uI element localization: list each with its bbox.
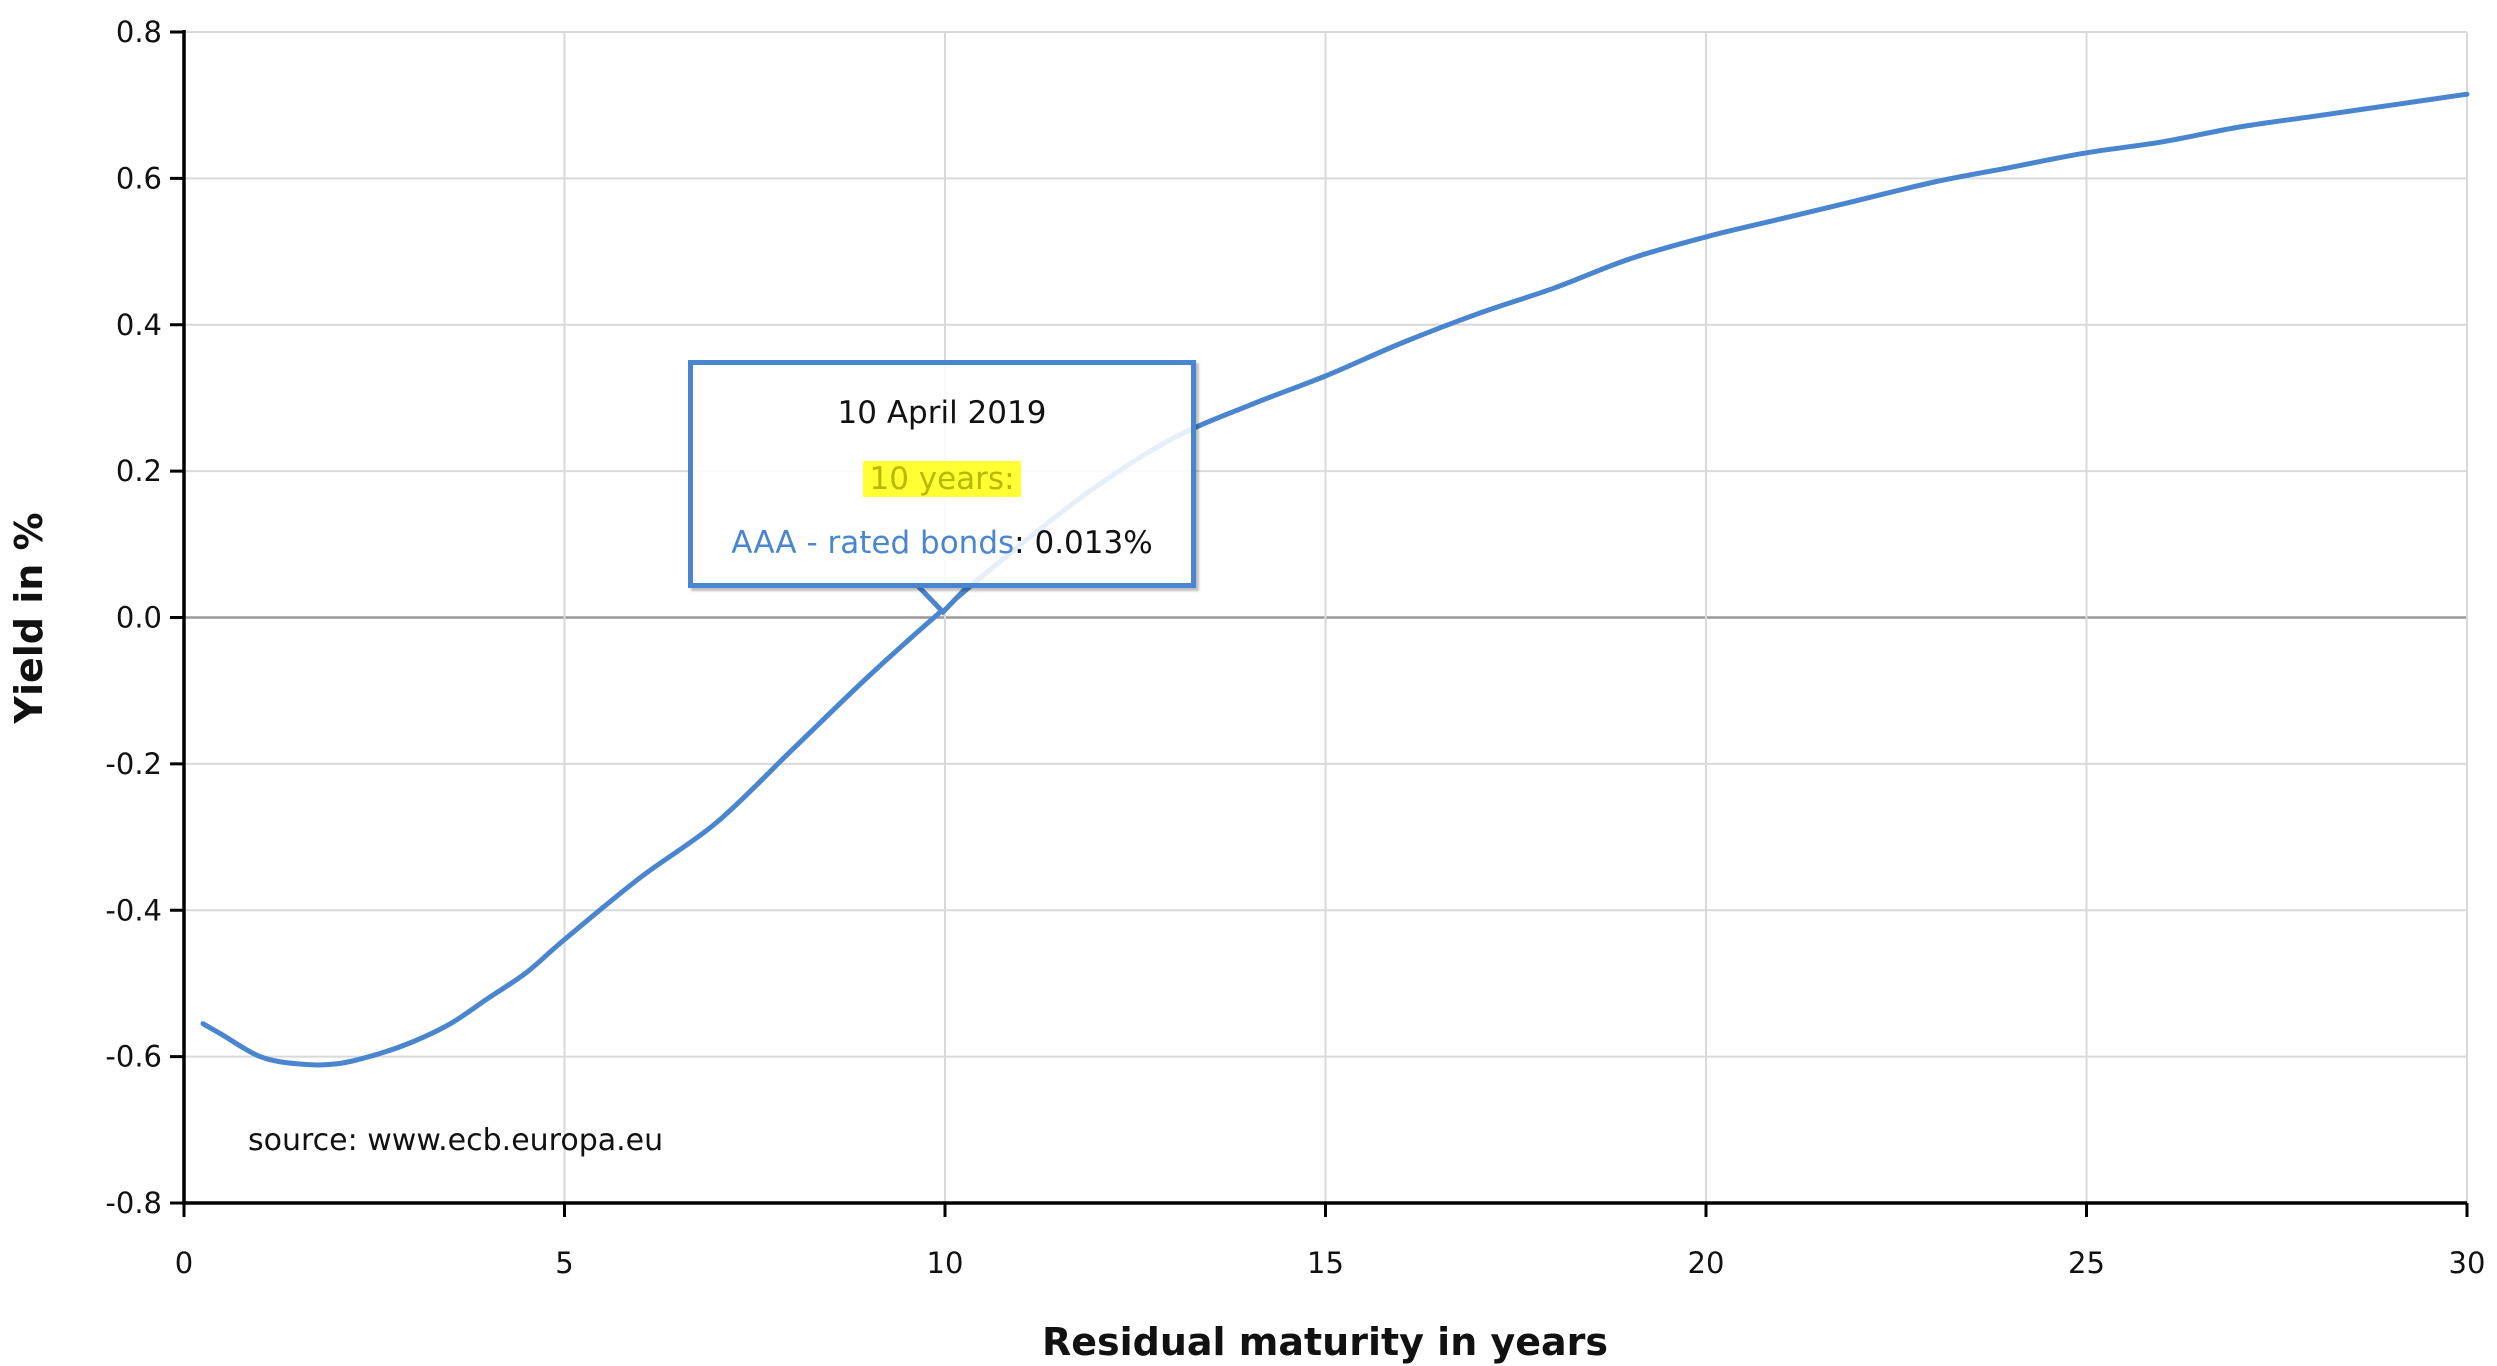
tooltip-pointer <box>915 583 971 616</box>
y-tick-label: 0.2 <box>116 454 162 488</box>
y-tick-label: -0.2 <box>105 747 162 781</box>
y-tick-label: -0.6 <box>105 1040 162 1074</box>
x-tick-label: 5 <box>555 1246 573 1280</box>
tooltip-value-line: AAA - rated bonds: 0.013% <box>693 525 1191 561</box>
axes <box>170 30 2469 1217</box>
tooltip-separator: : <box>1014 525 1025 561</box>
series-line-aaa-rated-bonds[interactable] <box>200 91 2470 1068</box>
x-axis-title: Residual maturity in years <box>1042 1320 1608 1364</box>
y-tick-label: -0.4 <box>105 893 162 927</box>
y-axis-title: Yield in % <box>7 512 51 724</box>
x-tick-label: 10 <box>927 1246 964 1280</box>
tooltip-series-name: AAA - rated bonds <box>731 525 1015 561</box>
tick-labels: 0.8 0.6 0.4 0.2 0.0 -0.2 -0.4 -0.6 -0.8 0 5 10 15 20 2… <box>105 15 2485 1280</box>
data-tooltip: 10 April 2019 10 years: AAA - rated bond… <box>688 360 1196 588</box>
y-tick-label: -0.8 <box>105 1186 162 1220</box>
x-tick-label: 20 <box>1688 1246 1725 1280</box>
y-tick-label: 0.8 <box>116 15 162 49</box>
source-note: source: www.ecb.europa.eu <box>248 1123 663 1158</box>
x-tick-label: 25 <box>2068 1246 2105 1280</box>
tooltip-value: 0.013% <box>1034 525 1153 561</box>
x-tick-label: 30 <box>2449 1246 2486 1280</box>
y-tick-label: 0.4 <box>116 308 162 342</box>
y-tick-label: 0.6 <box>116 161 162 195</box>
tooltip-x-label: 10 years: <box>863 461 1021 497</box>
tooltip-date: 10 April 2019 <box>837 395 1047 431</box>
x-tick-label: 15 <box>1307 1246 1344 1280</box>
x-tick-label: 0 <box>175 1246 193 1280</box>
y-tick-label: 0.0 <box>116 601 162 635</box>
grid-lines <box>184 31 2468 1203</box>
